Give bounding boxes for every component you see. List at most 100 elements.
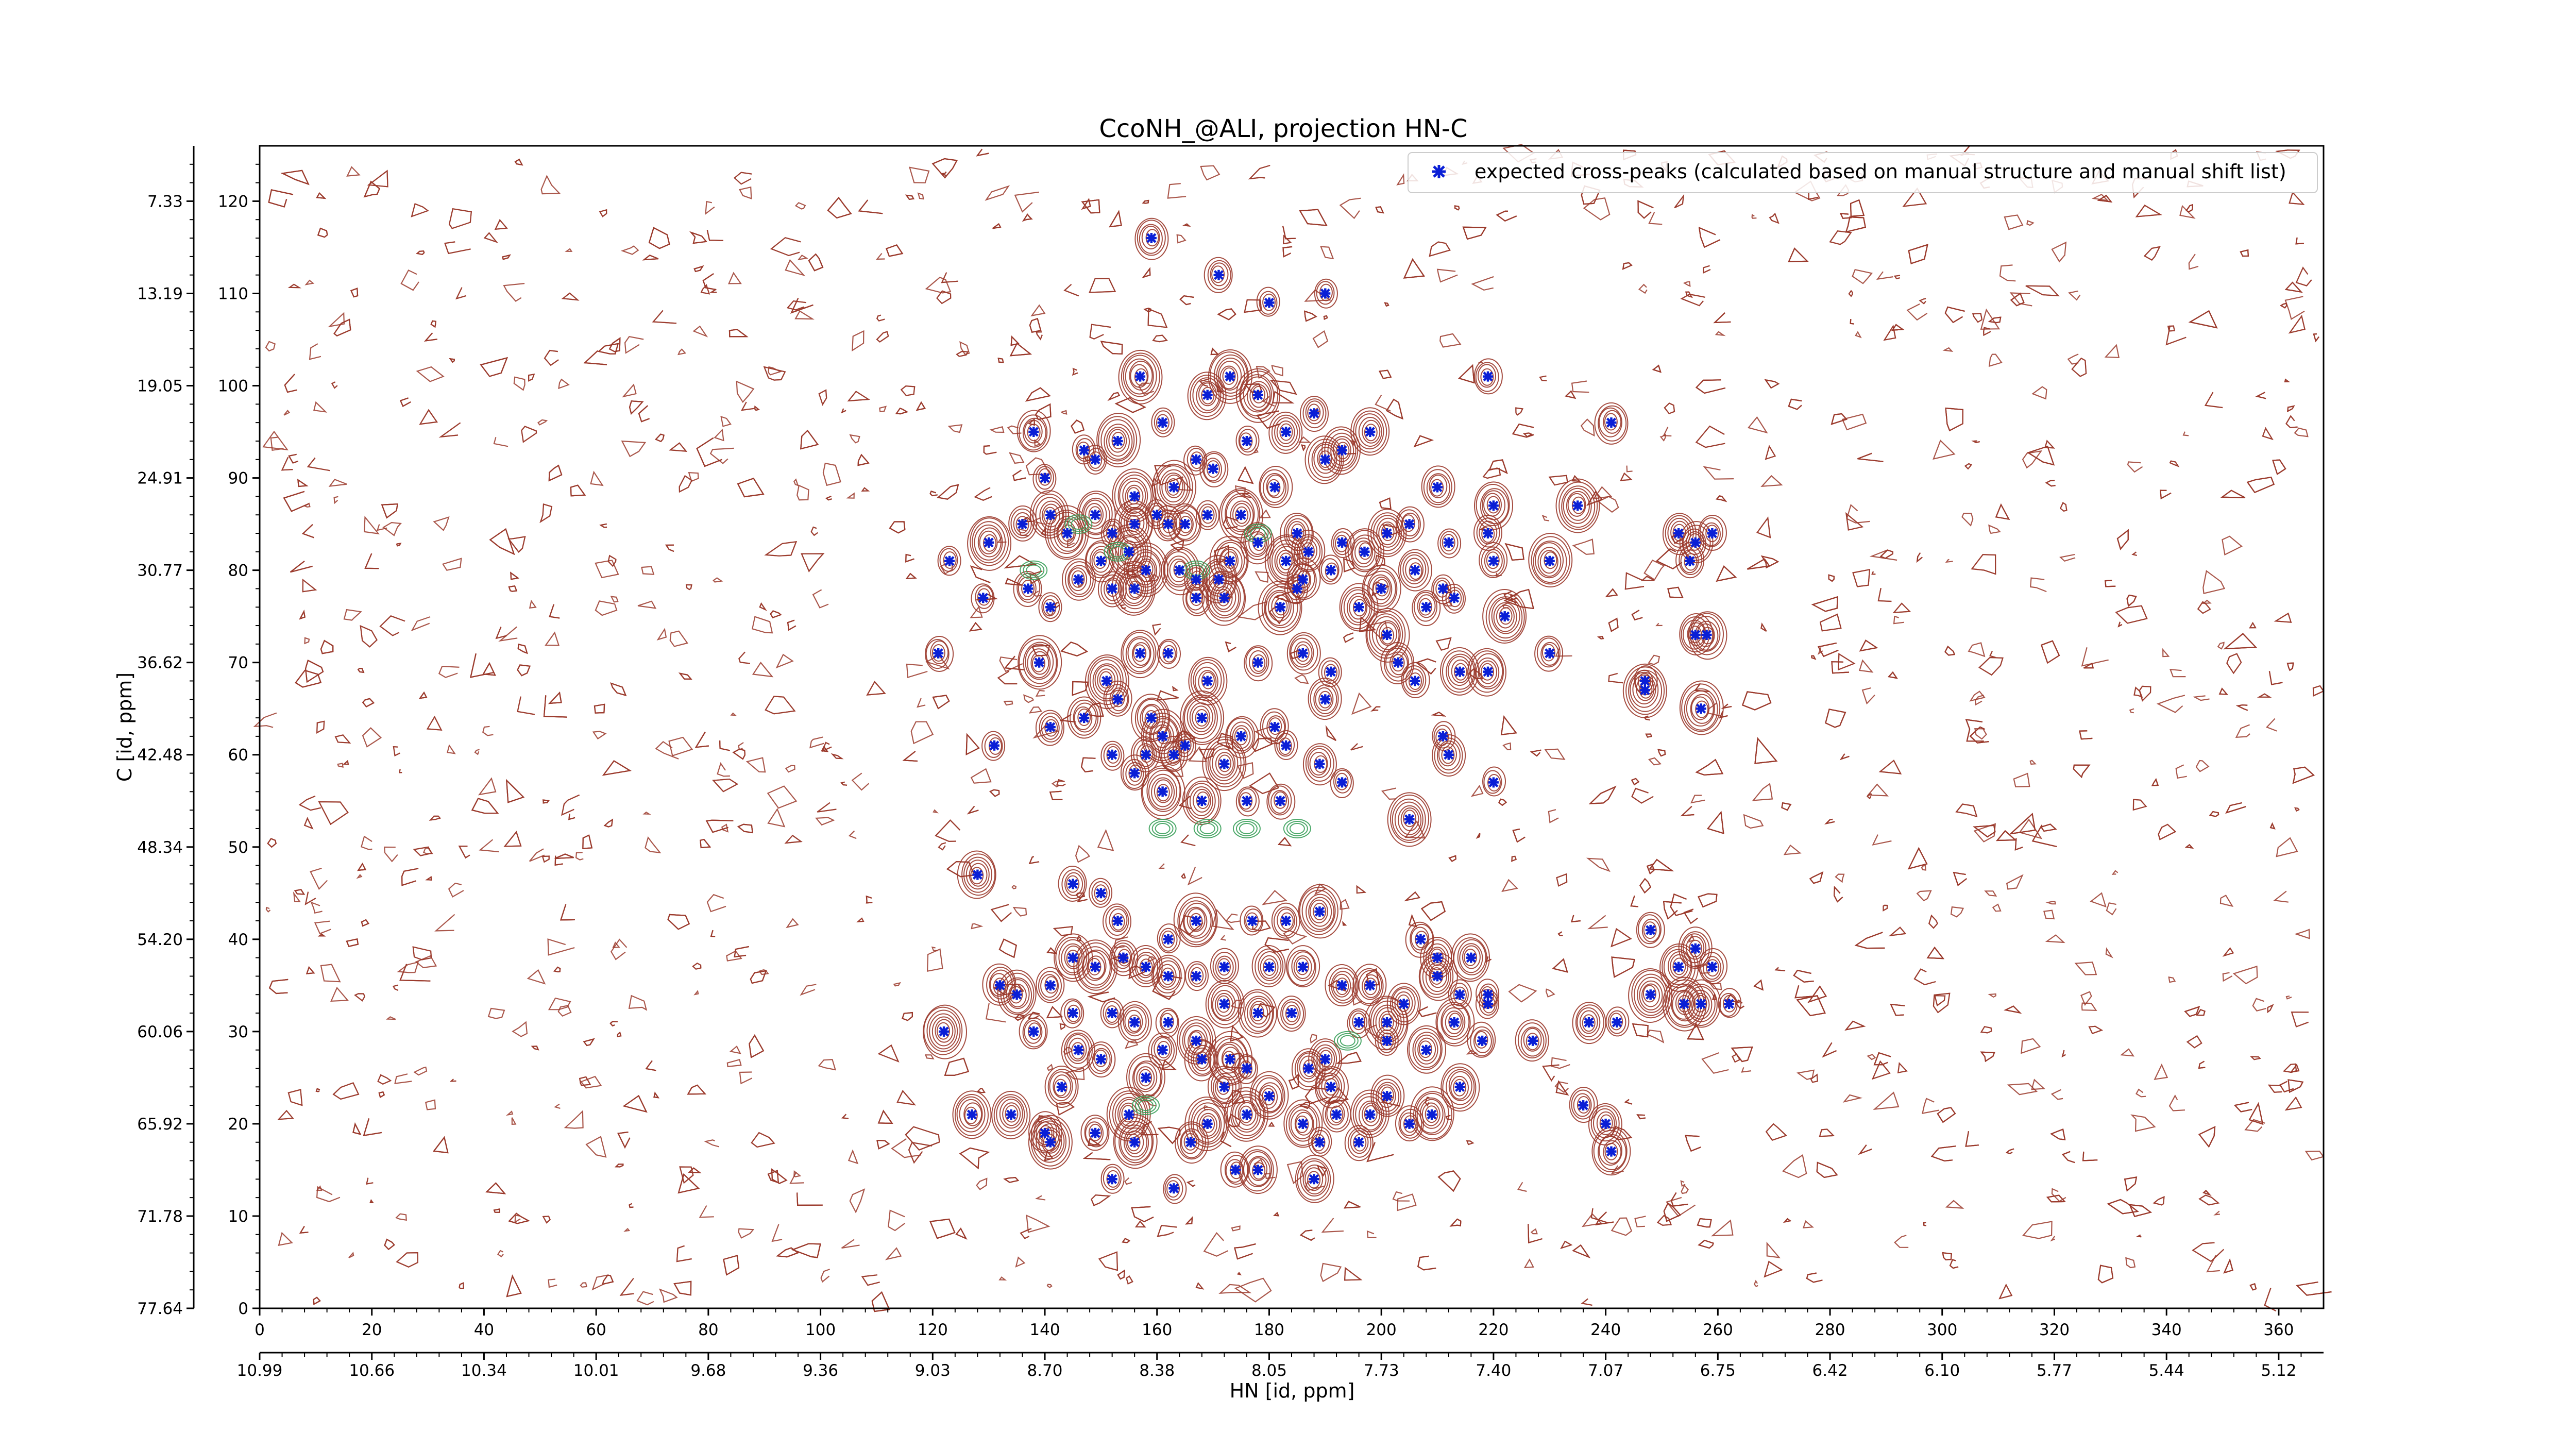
noise-contour: [1719, 711, 1728, 719]
cross-peak-marker: [1320, 454, 1331, 465]
cross-peak-marker: [1427, 1109, 1437, 1120]
signal-contour: [1377, 1029, 1396, 1053]
cross-peak-marker: [972, 869, 983, 880]
signal-contour: [1105, 684, 1129, 714]
signal-contour: [1318, 690, 1332, 709]
noise-contour: [1648, 654, 1660, 665]
noise-contour: [866, 681, 886, 696]
signal-contour: [1087, 955, 1106, 980]
noise-contour: [841, 408, 846, 414]
noise-contour: [470, 653, 494, 678]
x-ppm-tick-label: 8.05: [1251, 1361, 1287, 1380]
noise-contour: [1741, 691, 1772, 711]
noise-contour: [849, 434, 860, 444]
noise-contour: [677, 1173, 700, 1194]
cross-peak-marker: [1393, 657, 1403, 668]
noise-contour: [1117, 1269, 1125, 1280]
noise-contour: [1053, 926, 1073, 936]
signal-contour: [1347, 530, 1382, 572]
noise-contour: [288, 453, 298, 464]
cross-peak-marker: [1073, 574, 1084, 585]
cross-peak-marker: [1606, 1146, 1617, 1157]
signal-contour: [943, 551, 957, 569]
noise-contour: [1788, 247, 1809, 262]
noise-contour: [597, 343, 619, 355]
noise-contour: [895, 407, 908, 415]
signal-contour: [1362, 974, 1381, 998]
signal-contour: [1283, 515, 1313, 551]
signal-contour: [1211, 1068, 1240, 1104]
cross-peak-marker: [1365, 427, 1376, 437]
signal-contour: [1558, 481, 1598, 530]
signal-contour: [1120, 570, 1149, 606]
signal-contour: [1125, 1130, 1144, 1154]
noise-contour: [2111, 870, 2119, 875]
signal-contour: [1415, 1092, 1449, 1135]
noise-contour: [1273, 1211, 1280, 1217]
signal-contour: [1128, 1014, 1141, 1032]
signal-contour: [1319, 554, 1343, 585]
noise-contour: [1850, 199, 1865, 217]
noise-contour: [332, 1082, 360, 1100]
noise-contour: [1707, 702, 1723, 717]
noise-contour: [2129, 708, 2134, 714]
noise-contour: [734, 946, 749, 958]
cross-peak-marker: [1208, 463, 1218, 474]
noise-contour: [1031, 645, 1050, 657]
signal-contour: [1013, 571, 1042, 607]
noise-contour: [676, 1245, 692, 1262]
negative-contour: [1071, 518, 1087, 530]
signal-contour: [1330, 1105, 1344, 1123]
noise-contour: [304, 891, 316, 905]
noise-contour: [1732, 1053, 1741, 1063]
negative-contour: [1020, 560, 1048, 580]
noise-contour: [2082, 1151, 2098, 1161]
signal-contour: [1106, 1170, 1120, 1188]
signal-contour: [1030, 651, 1049, 675]
noise-contour: [590, 470, 604, 486]
signal-contour: [1161, 930, 1175, 948]
signal-contour: [1060, 998, 1084, 1029]
signal-contour: [1206, 460, 1220, 478]
noise-contour: [886, 244, 904, 257]
signal-contour: [1287, 950, 1316, 986]
y-ppm-tick-label: 30.77: [137, 562, 183, 580]
noise-contour: [768, 366, 782, 376]
noise-contour: [818, 1058, 836, 1071]
signal-contour: [1146, 769, 1181, 812]
signal-contour: [981, 731, 1006, 761]
noise-contour: [885, 1247, 902, 1260]
noise-contour: [1664, 402, 1675, 414]
noise-contour: [2074, 962, 2097, 975]
signal-contour: [1039, 712, 1063, 743]
noise-contour: [1622, 262, 1633, 270]
noise-contour: [2027, 445, 2055, 466]
noise-contour: [1272, 391, 1295, 404]
cross-peak-marker: [1157, 1044, 1168, 1055]
noise-contour: [1049, 790, 1063, 800]
noise-contour: [1760, 475, 1783, 487]
noise-contour: [857, 453, 870, 466]
noise-contour: [2139, 685, 2151, 702]
noise-contour: [1420, 901, 1446, 921]
noise-contour: [1866, 793, 1872, 800]
noise-contour: [1765, 1123, 1787, 1141]
noise-contour: [1639, 878, 1652, 894]
noise-contour: [529, 848, 545, 862]
signal-contour: [1290, 637, 1314, 668]
signal-contour: [1187, 783, 1216, 819]
signal-contour: [1364, 1105, 1378, 1123]
noise-contour: [888, 1209, 906, 1232]
signal-contour: [1486, 551, 1500, 569]
signal-contour: [1190, 451, 1204, 469]
noise-contour: [2232, 965, 2258, 985]
signal-contour: [1212, 582, 1236, 613]
cross-peak-marker: [1180, 519, 1191, 530]
noise-contour: [268, 189, 294, 208]
noise-contour: [841, 1114, 849, 1119]
y-tick-label: 30: [228, 1023, 248, 1041]
signal-contour: [970, 517, 1009, 566]
noise-contour: [2136, 1088, 2146, 1098]
signal-contour: [925, 639, 950, 669]
noise-contour: [2009, 813, 2036, 835]
